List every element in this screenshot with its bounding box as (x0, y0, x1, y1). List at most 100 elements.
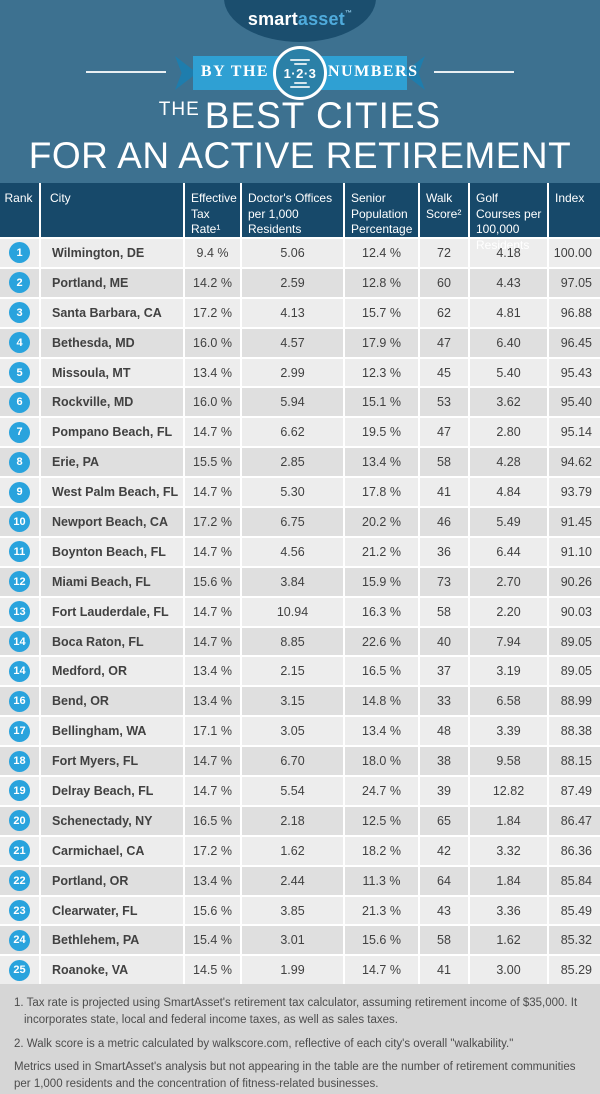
trademark-symbol: ™ (344, 10, 353, 17)
golf-courses-cell: 2.70 (468, 567, 547, 596)
senior-population-cell: 19.5 % (343, 418, 418, 447)
table-row: 19 Delray Beach, FL 14.7 % 5.54 24.7 % 3… (0, 775, 600, 805)
golf-courses-cell: 1.84 (468, 866, 547, 895)
rank-badge: 17 (9, 720, 30, 742)
walk-score-cell: 39 (418, 777, 468, 805)
golf-courses-cell: 9.58 (468, 747, 547, 776)
walk-score-cell: 58 (418, 926, 468, 955)
table-row: 8 Erie, PA 15.5 % 2.85 13.4 % 58 4.28 94… (0, 446, 600, 477)
walk-score-cell: 42 (418, 836, 468, 865)
table-row: 22 Portland, OR 13.4 % 2.44 11.3 % 64 1.… (0, 864, 600, 895)
walk-score-cell: 45 (418, 358, 468, 387)
golf-courses-cell: 4.28 (468, 448, 547, 477)
rank-cell: 13 (0, 598, 39, 626)
senior-population-cell: 15.1 % (343, 388, 418, 417)
effective-tax-cell: 14.7 % (183, 747, 240, 776)
rank-cell: 7 (0, 418, 39, 446)
effective-tax-cell: 14.2 % (183, 268, 240, 297)
rank-badge: 24 (9, 929, 30, 951)
effective-tax-cell: 13.4 % (183, 657, 240, 686)
city-cell: Santa Barbara, CA (39, 298, 183, 327)
index-cell: 95.40 (547, 388, 600, 417)
effective-tax-cell: 14.7 % (183, 597, 240, 626)
walk-score-cell: 43 (418, 896, 468, 925)
city-cell: Clearwater, FL (39, 896, 183, 925)
table-row: 10 Newport Beach, CA 17.2 % 6.75 20.2 % … (0, 506, 600, 536)
senior-population-cell: 18.2 % (343, 836, 418, 865)
circle-decor-line (293, 62, 307, 65)
rank-cell: 12 (0, 568, 39, 596)
index-cell: 85.49 (547, 896, 600, 925)
walk-score-cell: 48 (418, 717, 468, 746)
table-row: 1 Wilmington, DE 9.4 % 5.06 12.4 % 72 4.… (0, 237, 600, 267)
rank-badge: 23 (9, 900, 30, 922)
footnote-other-metrics: Metrics used in SmartAsset's analysis bu… (14, 1061, 576, 1090)
senior-population-cell: 12.3 % (343, 358, 418, 387)
footnote-tax-rate: 1. Tax rate is projected using SmartAsse… (14, 997, 578, 1026)
hero-section: smartasset™ BY THE NUMBERS 1·2·3 THE BEST… (0, 0, 600, 183)
city-cell: Portland, OR (39, 866, 183, 895)
effective-tax-cell: 13.4 % (183, 687, 240, 716)
golf-courses-cell: 5.49 (468, 508, 547, 536)
doctors-offices-cell: 2.99 (240, 358, 343, 387)
city-cell: Roanoke, VA (39, 956, 183, 985)
index-cell: 89.05 (547, 657, 600, 686)
rank-badge: 25 (9, 959, 30, 981)
col-header-doctors-offices: Doctor's Offices per 1,000 Residents (240, 183, 343, 254)
walk-score-cell: 46 (418, 508, 468, 536)
smartasset-logo: smartasset™ (0, 9, 600, 30)
golf-courses-cell: 6.58 (468, 687, 547, 716)
doctors-offices-cell: 2.44 (240, 866, 343, 895)
effective-tax-cell: 16.5 % (183, 806, 240, 835)
banner-rule-right (434, 71, 514, 73)
doctors-offices-cell: 6.70 (240, 747, 343, 776)
index-cell: 89.05 (547, 627, 600, 656)
rank-badge: 6 (9, 391, 30, 413)
circle-decor-line (293, 81, 307, 84)
effective-tax-cell: 13.4 % (183, 866, 240, 895)
city-cell: Boynton Beach, FL (39, 537, 183, 566)
doctors-offices-cell: 3.05 (240, 717, 343, 746)
table-row: 13 Fort Lauderdale, FL 14.7 % 10.94 16.3… (0, 595, 600, 626)
rank-badge: 2 (9, 272, 30, 294)
circle-decor-line (290, 85, 310, 88)
index-cell: 100.00 (547, 239, 600, 267)
table-row: 20 Schenectady, NY 16.5 % 2.18 12.5 % 65… (0, 804, 600, 835)
city-cell: Portland, ME (39, 268, 183, 297)
col-header-walk-score: Walk Score² (418, 183, 468, 254)
effective-tax-cell: 17.2 % (183, 508, 240, 536)
table-row: 3 Santa Barbara, CA 17.2 % 4.13 15.7 % 6… (0, 296, 600, 327)
walk-score-cell: 40 (418, 627, 468, 656)
senior-population-cell: 14.8 % (343, 687, 418, 716)
golf-courses-cell: 5.40 (468, 358, 547, 387)
rank-cell: 6 (0, 388, 39, 416)
rank-badge: 21 (9, 840, 30, 862)
index-cell: 96.88 (547, 298, 600, 327)
table-row: 17 Bellingham, WA 17.1 % 3.05 13.4 % 48 … (0, 715, 600, 746)
rank-cell: 4 (0, 329, 39, 357)
golf-courses-cell: 3.62 (468, 388, 547, 417)
rank-cell: 8 (0, 448, 39, 476)
city-cell: Rockville, MD (39, 388, 183, 417)
senior-population-cell: 12.4 % (343, 239, 418, 267)
doctors-offices-cell: 1.62 (240, 836, 343, 865)
doctors-offices-cell: 5.94 (240, 388, 343, 417)
city-cell: Fort Lauderdale, FL (39, 597, 183, 626)
rank-badge: 3 (9, 302, 30, 324)
effective-tax-cell: 13.4 % (183, 358, 240, 387)
col-header-rank: Rank (4, 191, 33, 205)
senior-population-cell: 11.3 % (343, 866, 418, 895)
footnotes-section: 1. Tax rate is projected using SmartAsse… (0, 984, 600, 1094)
walk-score-cell: 58 (418, 597, 468, 626)
one-two-three-badge: 1·2·3 (273, 46, 327, 100)
rank-badge: 20 (9, 810, 30, 832)
effective-tax-cell: 15.4 % (183, 926, 240, 955)
city-cell: Pompano Beach, FL (39, 418, 183, 447)
senior-population-cell: 17.9 % (343, 328, 418, 357)
effective-tax-cell: 9.4 % (183, 239, 240, 267)
rank-cell: 23 (0, 897, 39, 925)
walk-score-cell: 37 (418, 657, 468, 686)
table-header: Rank City Effective Tax Rate¹ Doctor's O… (0, 183, 600, 254)
golf-courses-cell: 4.84 (468, 478, 547, 507)
index-cell: 91.45 (547, 508, 600, 536)
